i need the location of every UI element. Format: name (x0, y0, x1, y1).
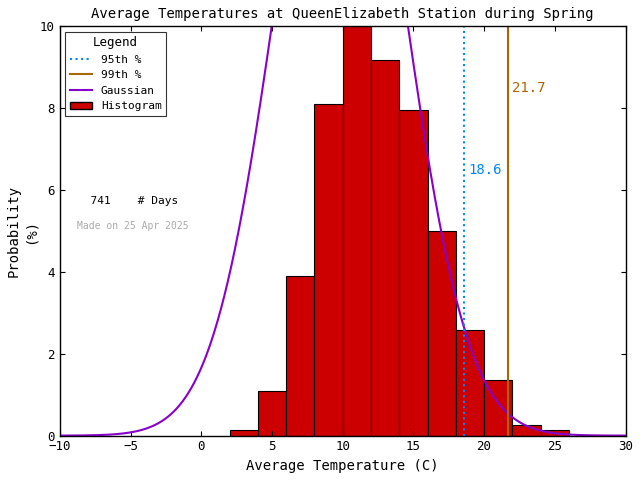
Text: 21.7: 21.7 (513, 81, 546, 95)
Bar (230, 430, 258, 436)
Bar (342, 26, 371, 436)
Bar (286, 276, 314, 436)
Bar (456, 330, 484, 436)
Bar (484, 380, 513, 436)
Bar (428, 231, 456, 436)
Bar (314, 105, 342, 436)
Legend: 95th %, 99th %, Gaussian, Histogram: 95th %, 99th %, Gaussian, Histogram (65, 32, 166, 116)
Bar (399, 110, 428, 436)
Text: Made on 25 Apr 2025: Made on 25 Apr 2025 (77, 221, 188, 231)
Bar (513, 425, 541, 436)
X-axis label: Average Temperature (C): Average Temperature (C) (246, 459, 439, 473)
Bar (371, 60, 399, 436)
Bar (541, 430, 569, 436)
Bar (258, 391, 286, 436)
Title: Average Temperatures at QueenElizabeth Station during Spring: Average Temperatures at QueenElizabeth S… (92, 7, 594, 21)
Text: 18.6: 18.6 (468, 163, 502, 177)
Y-axis label: Probability
(%): Probability (%) (7, 185, 37, 277)
Text: 741    # Days: 741 # Days (77, 196, 178, 206)
